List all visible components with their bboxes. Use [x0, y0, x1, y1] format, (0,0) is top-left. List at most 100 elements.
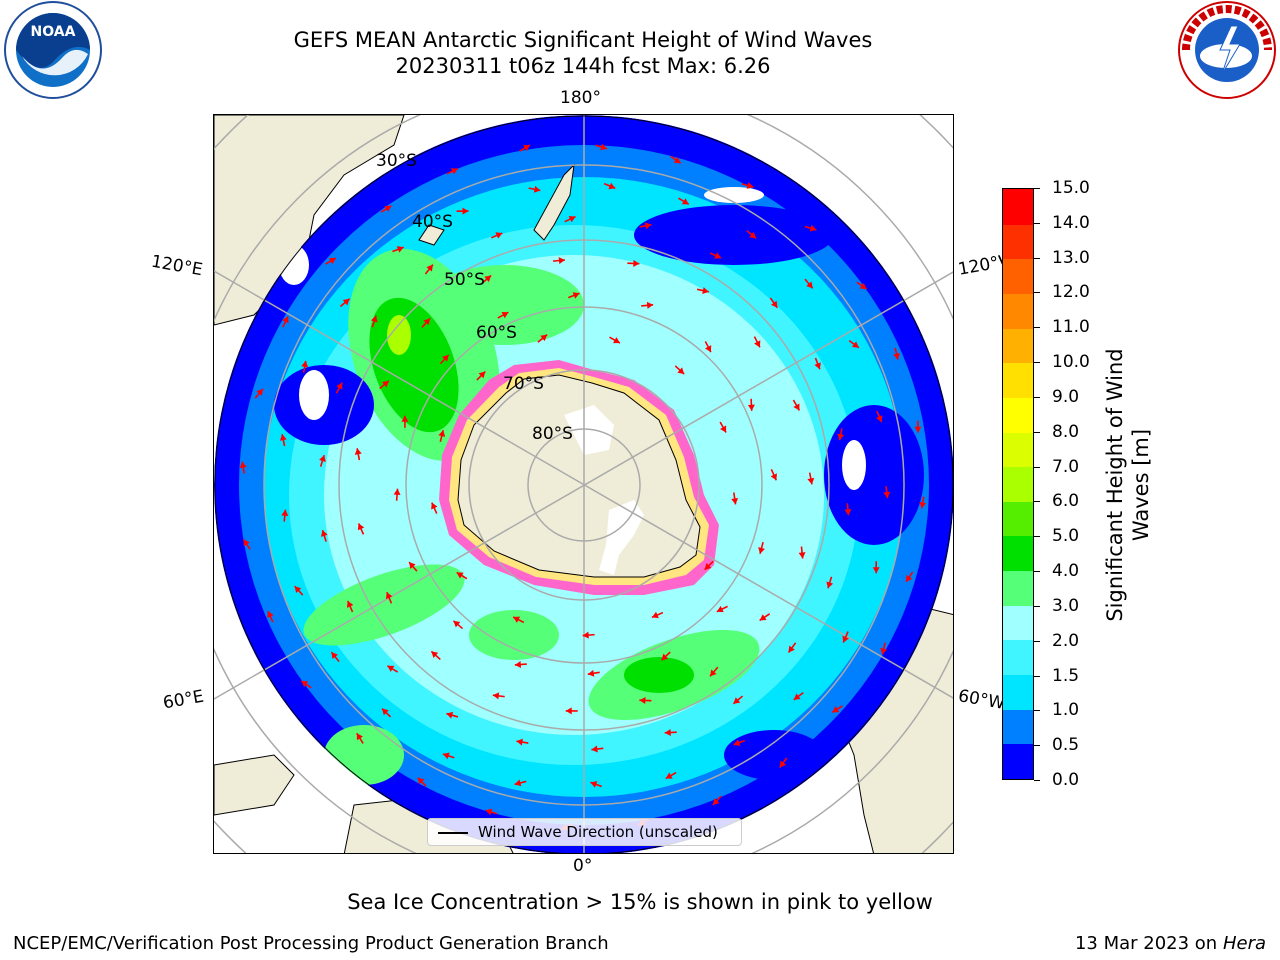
colorbar-segment: [1003, 501, 1033, 537]
wave-direction-arrowhead: [661, 653, 669, 661]
lat-label-80s: 80°S: [532, 424, 573, 444]
wave-direction-arrowhead: [613, 337, 620, 344]
wave-direction-arrowhead: [842, 635, 849, 643]
colorbar-label-line1: Significant Height of Wind: [1103, 348, 1127, 622]
wave-direction-arrowhead: [462, 207, 469, 215]
wave-direction-arrowhead: [426, 264, 433, 272]
wave-direction-arrowhead: [590, 781, 598, 788]
wave-direction-arrowhead: [587, 669, 595, 677]
wave-direction-arrowhead: [681, 198, 689, 205]
wave-direction-arrowhead: [793, 403, 800, 411]
wave-direction-arrowhead: [914, 426, 922, 433]
wave-direction-arrowhead: [523, 145, 531, 152]
wave-direction-arrowhead: [331, 652, 338, 660]
sea-ice-note: Sea Ice Concentration > 15% is shown in …: [347, 890, 933, 914]
wave-direction-arrowhead: [354, 448, 362, 455]
chart-title: GEFS MEAN Antarctic Significant Height o…: [293, 28, 873, 52]
lat-label-70s: 70°S: [503, 374, 544, 394]
wave-direction-arrowhead: [431, 651, 439, 658]
lat-label-30s: 30°S: [376, 151, 417, 171]
wave-direction-arrowhead: [749, 231, 757, 239]
wave-direction-arrowhead: [832, 706, 840, 713]
colorbar-tick-mark: [1034, 396, 1040, 398]
wave-direction-arrowhead: [319, 455, 326, 462]
wave-height-field: [214, 115, 953, 853]
colorbar-tick-mark: [1034, 501, 1040, 503]
wave-direction-arrowhead: [384, 205, 392, 212]
wave-direction-arrowhead: [533, 185, 541, 193]
wave-direction-arrowhead: [513, 616, 521, 623]
colorbar-tick-mark: [1034, 640, 1040, 642]
wave-direction-arrowhead: [798, 552, 806, 559]
wave-direction-arrowhead: [342, 298, 350, 306]
wave-direction-arrowhead: [256, 388, 264, 396]
colorbar-segment: [1003, 224, 1033, 260]
wave-direction-arrowhead: [417, 777, 425, 785]
lon-label-upper-left: 120°E: [149, 251, 205, 281]
wave-direction-arrowhead: [705, 345, 712, 353]
wave-direction-arrowhead: [746, 182, 754, 189]
colorbar-tick-label: 14.0: [1052, 212, 1090, 233]
colorbar-label: Significant Height of Wind Waves [m]: [1102, 315, 1154, 655]
colorbar-tick-mark: [1034, 292, 1040, 294]
colorbar-tick-mark: [1034, 188, 1040, 189]
noaa-logo-text: NOAA: [31, 24, 76, 40]
wave-direction-arrowhead: [770, 473, 778, 481]
colorbar-tick-mark: [1034, 431, 1040, 433]
wave-direction-arrowhead: [409, 562, 416, 569]
wave-direction-arrowhead: [450, 168, 458, 175]
colorbar-tick-label: 5.0: [1052, 526, 1080, 547]
antarctica: [439, 360, 719, 595]
colorbar-tick-label: 1.0: [1052, 700, 1080, 721]
colorbar-tick-label: 15.0: [1052, 178, 1090, 198]
wave-direction-arrowhead: [608, 182, 616, 190]
wave-direction-arrowhead: [516, 738, 523, 746]
wave-direction-arrowhead: [809, 224, 817, 232]
wave-direction-arrowhead: [720, 425, 727, 433]
wind-wave-arrows: [239, 143, 927, 831]
wave-direction-arrowhead: [859, 282, 867, 290]
wave-direction-arrowhead: [600, 143, 608, 151]
colorbar-tick-label: 0.0: [1052, 770, 1080, 790]
lon-label-top: 180°: [560, 88, 601, 108]
colorbar-tick-mark: [1034, 571, 1040, 573]
wave-direction-arrowhead: [837, 433, 845, 441]
wave-direction-arrowhead: [906, 574, 913, 582]
colorbar-segment: [1003, 743, 1033, 779]
colorbar-segment: [1003, 431, 1033, 468]
wave-direction-arrowhead: [301, 360, 309, 368]
wave-direction-arrowhead: [446, 711, 454, 719]
wave-direction-arrowhead: [478, 371, 486, 379]
wave-direction-arrowhead: [396, 246, 404, 253]
colorbar-tick-label: 8.0: [1052, 421, 1080, 442]
wave-direction-arrowhead: [356, 733, 363, 741]
noaa-logo-icon: NOAA: [4, 1, 102, 99]
colorbar-tick-label: 10.0: [1052, 352, 1090, 373]
wave-direction-arrowhead: [779, 760, 787, 768]
wave-direction-arrowhead: [826, 581, 834, 589]
wave-direction-arrowhead: [453, 620, 461, 628]
wave-direction-arrowhead: [501, 312, 509, 319]
wave-direction-arrowhead: [346, 600, 354, 608]
wave-direction-arrowhead: [320, 530, 328, 537]
colorbar-segment: [1003, 397, 1033, 433]
wave-direction-arrowhead: [880, 647, 888, 655]
wave-direction-arrowhead: [844, 509, 852, 516]
wave-direction-arrowhead: [492, 692, 500, 700]
wave-direction-arrowhead: [243, 539, 250, 547]
wave-direction-arrowhead: [456, 572, 464, 579]
wave-direction-arrowhead: [639, 696, 646, 704]
colorbar-tick-label: 11.0: [1052, 317, 1090, 338]
wave-direction-arrowhead: [731, 497, 739, 505]
wave-direction-arrowhead: [484, 275, 492, 283]
wave-direction-arrowhead: [733, 739, 741, 746]
wave-direction-arrowhead: [673, 156, 681, 164]
wave-direction-arrowhead: [385, 592, 393, 600]
chart-subtitle: 20230311 t06z 144h fcst Max: 6.26: [395, 54, 771, 78]
national-weather-service-logo-icon: [1178, 1, 1276, 99]
wave-direction-arrowhead: [572, 292, 580, 299]
colorbar-segment: [1003, 709, 1033, 745]
wave-direction-arrowhead: [651, 611, 659, 619]
colorbar-label-line2: Waves [m]: [1129, 428, 1153, 542]
wave-direction-arrowhead: [754, 340, 761, 348]
